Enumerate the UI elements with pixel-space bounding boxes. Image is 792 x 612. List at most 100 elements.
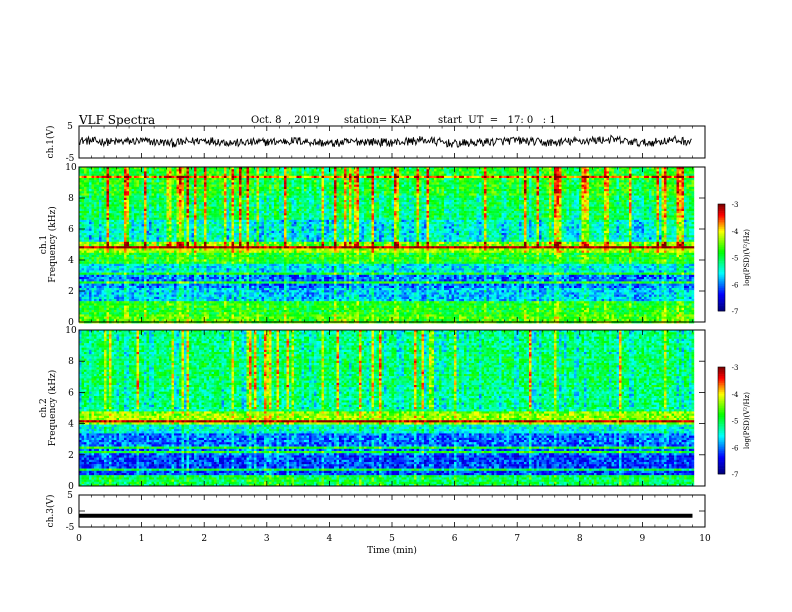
spectrogram-cell: [324, 189, 327, 191]
spectrogram-cell: [99, 198, 102, 200]
spectrogram-cell: [197, 182, 200, 184]
spectrogram-cell: [317, 187, 320, 189]
spectrogram-cell: [257, 204, 260, 206]
spectrogram-cell: [439, 169, 442, 171]
spectrogram-cell: [612, 178, 615, 180]
spectrogram-cell: [349, 204, 352, 206]
spectrogram-cell: [124, 204, 127, 206]
spectrogram-cell: [327, 193, 330, 195]
spectrogram-cell: [169, 189, 172, 191]
spectrogram-cell: [529, 189, 532, 191]
spectrogram-cell: [237, 207, 240, 209]
spectrogram-cell: [259, 193, 262, 195]
spectrogram-cell: [359, 202, 362, 204]
spectrogram-cell: [567, 187, 570, 189]
spectrogram-cell: [504, 176, 507, 178]
spectrogram-cell: [607, 198, 610, 200]
spectrogram-cell: [499, 198, 502, 200]
spectrogram-cell: [659, 182, 662, 184]
spectrogram-cell: [667, 182, 670, 184]
spectrogram-cell: [424, 176, 427, 178]
spectrogram-cell: [687, 196, 690, 198]
spectrogram-cell: [477, 187, 480, 189]
spectrogram-cell: [139, 204, 142, 206]
spectrogram-cell: [402, 202, 405, 204]
spectrogram-cell: [414, 198, 417, 200]
spectrogram-cell: [184, 207, 187, 209]
spectrogram-cell: [104, 187, 107, 189]
spectrogram-cell: [452, 180, 455, 182]
spectrogram-cell: [497, 202, 500, 204]
spectrogram-cell: [104, 204, 107, 206]
spectrogram-cell: [682, 182, 685, 184]
spectrogram-cell: [397, 202, 400, 204]
spectrogram-cell: [129, 180, 132, 182]
spectrogram-cell: [492, 174, 495, 176]
spectrogram-cell: [467, 182, 470, 184]
spectrogram-cell: [114, 180, 117, 182]
spectrogram-cell: [334, 202, 337, 204]
spectrogram-cell: [237, 174, 240, 176]
spectrogram-cell: [404, 182, 407, 184]
spectrogram-cell: [277, 189, 280, 191]
spectrogram-cell: [102, 204, 105, 206]
spectrogram-cell: [169, 204, 172, 206]
spectrogram-cell: [159, 191, 162, 193]
spectrogram-cell: [199, 171, 202, 173]
spectrogram-cell: [487, 187, 490, 189]
spectrogram-cell: [647, 180, 650, 182]
spectrogram-cell: [447, 193, 450, 195]
spectrogram-cell: [464, 178, 467, 180]
spectrogram-cell: [262, 180, 265, 182]
spectrogram-cell: [562, 169, 565, 171]
spectrogram-cell: [369, 182, 372, 184]
spectrogram-cell: [547, 207, 550, 209]
spectrogram-cell: [447, 196, 450, 198]
spectrogram-cell: [589, 176, 592, 178]
spectrogram-cell: [112, 191, 115, 193]
spectrogram-cell: [422, 200, 425, 202]
spectrogram-cell: [349, 196, 352, 198]
spectrogram-cell: [529, 176, 532, 178]
spectrogram-cell: [119, 202, 122, 204]
spectrogram-cell: [609, 174, 612, 176]
spectrogram-cell: [672, 176, 675, 178]
spectrogram-cell: [647, 202, 650, 204]
spectrogram-cell: [289, 198, 292, 200]
spectrogram-cell: [127, 193, 130, 195]
spectrogram-cell: [182, 178, 185, 180]
spectrogram-cell: [349, 174, 352, 176]
spectrogram-cell: [294, 207, 297, 209]
spectrogram-cell: [414, 202, 417, 204]
spectrogram-cell: [684, 198, 687, 200]
spectrogram-cell: [367, 209, 370, 211]
spectrogram-cell: [397, 176, 400, 178]
spectrogram-cell: [144, 198, 147, 200]
spectrogram-cell: [317, 189, 320, 191]
spectrogram-cell: [502, 182, 505, 184]
spectrogram-cell: [82, 193, 85, 195]
spectrogram-cell: [397, 185, 400, 187]
spectrogram-cell: [667, 174, 670, 176]
spectrogram-cell: [664, 207, 667, 209]
spectrogram-cell: [419, 176, 422, 178]
spectrogram-cell: [574, 189, 577, 191]
spectrogram-cell: [357, 198, 360, 200]
spectrogram-cell: [109, 185, 112, 187]
spectrogram-cell: [462, 209, 465, 211]
spectrogram-cell: [109, 169, 112, 171]
spectrogram-cell: [502, 169, 505, 171]
spectrogram-cell: [337, 171, 340, 173]
spectrogram-cell: [672, 196, 675, 198]
spectrogram-cell: [207, 191, 210, 193]
spectrogram-cell: [322, 178, 325, 180]
spectrogram-cell: [169, 180, 172, 182]
spectrogram-cell: [97, 200, 100, 202]
spectrogram-cell: [649, 182, 652, 184]
spectrogram-cell: [602, 171, 605, 173]
spectrogram-cell: [412, 169, 415, 171]
spectrogram-cell: [654, 180, 657, 182]
spectrogram-cell: [139, 174, 142, 176]
spectrogram-cell: [352, 187, 355, 189]
spectrogram-cell: [519, 171, 522, 173]
